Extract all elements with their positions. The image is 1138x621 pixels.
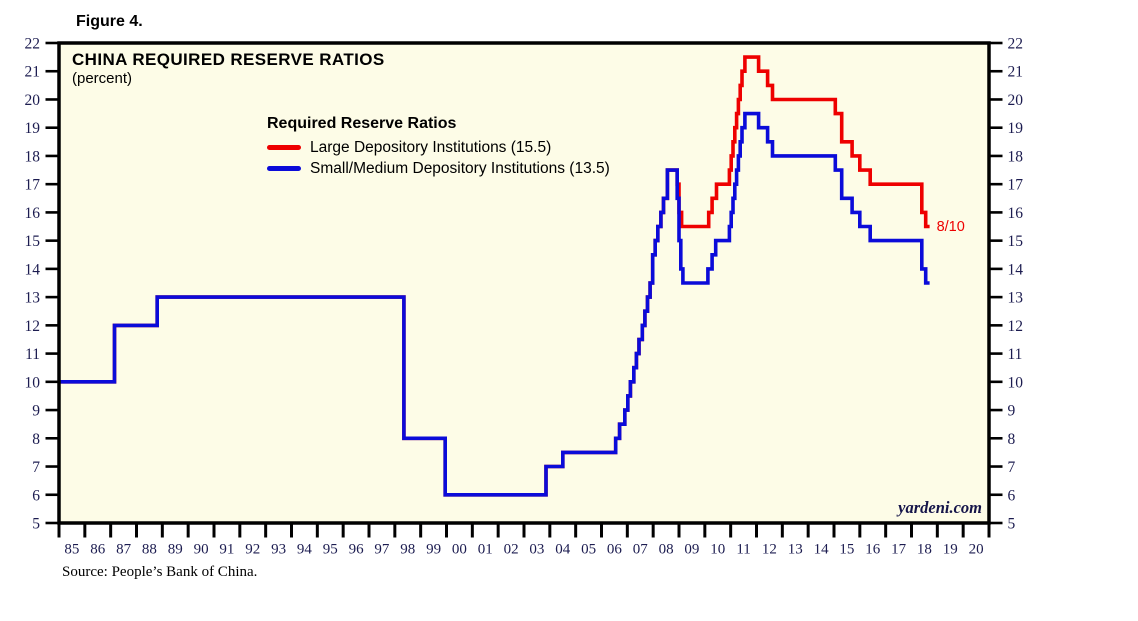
y-axis-tick-label-right: 17 bbox=[1008, 177, 1024, 194]
x-axis-tick-label: 15 bbox=[839, 542, 854, 558]
x-axis-tick-label: 88 bbox=[142, 542, 157, 558]
y-axis-tick-label-right: 8 bbox=[1008, 431, 1016, 448]
y-axis-tick-label-left: 19 bbox=[25, 120, 41, 137]
y-axis-tick-label-right: 21 bbox=[1008, 64, 1024, 81]
x-axis-tick-label: 02 bbox=[504, 542, 519, 558]
y-axis-tick-label-left: 16 bbox=[25, 205, 41, 222]
x-axis-tick-label: 08 bbox=[659, 542, 674, 558]
plot-frame bbox=[57, 41, 991, 525]
y-axis-tick-label-right: 19 bbox=[1008, 120, 1024, 137]
x-axis-tick-label: 86 bbox=[90, 542, 106, 558]
x-axis-tick-label: 87 bbox=[116, 542, 132, 558]
x-axis-tick-label: 20 bbox=[969, 542, 984, 558]
watermark: yardeni.com bbox=[898, 498, 982, 517]
y-axis-tick-label-left: 20 bbox=[25, 92, 41, 109]
plot-background bbox=[59, 43, 989, 523]
x-axis-tick-label: 90 bbox=[194, 542, 209, 558]
x-axis-tick-label: 96 bbox=[349, 542, 365, 558]
y-axis-tick-label-right: 15 bbox=[1008, 233, 1024, 250]
legend-item-large-label: Large Depository Institutions (15.5) bbox=[310, 138, 552, 156]
y-axis-tick-label-left: 14 bbox=[25, 261, 41, 278]
x-axis-tick-label: 04 bbox=[555, 542, 571, 558]
x-axis-tick-label: 07 bbox=[633, 542, 649, 558]
y-axis-tick-label-left: 10 bbox=[25, 374, 41, 391]
legend: Required Reserve Ratios Large Depository… bbox=[267, 115, 610, 179]
y-axis-tick-label-left: 8 bbox=[32, 431, 40, 448]
x-axis-tick-label: 14 bbox=[814, 542, 830, 558]
x-axis-tick-label: 10 bbox=[710, 542, 725, 558]
chart-subtitle: (percent) bbox=[72, 70, 133, 87]
x-axis-tick-label: 92 bbox=[245, 542, 260, 558]
y-axis-tick-label-left: 17 bbox=[25, 177, 41, 194]
x-axis-tick-label: 01 bbox=[478, 542, 493, 558]
legend-item-small-medium-label: Small/Medium Depository Institutions (13… bbox=[310, 159, 610, 177]
latest-observation-label: 8/10 bbox=[936, 218, 965, 235]
x-axis-tick-label: 12 bbox=[762, 542, 777, 558]
y-axis-tick-label-left: 22 bbox=[25, 36, 41, 53]
y-axis-tick-label-right: 13 bbox=[1008, 290, 1024, 307]
y-axis-tick-label-left: 11 bbox=[25, 346, 40, 363]
x-axis-tick-label: 89 bbox=[168, 542, 183, 558]
figure-label: Figure 4. bbox=[76, 13, 143, 30]
x-axis-tick-label: 13 bbox=[788, 542, 803, 558]
blue-line-swatch-icon bbox=[267, 166, 301, 171]
x-axis-tick-label: 18 bbox=[917, 542, 932, 558]
x-axis-tick-label: 94 bbox=[297, 542, 313, 558]
y-axis-tick-label-right: 9 bbox=[1008, 403, 1016, 420]
y-axis-tick-label-left: 9 bbox=[32, 403, 40, 420]
x-axis-tick-label: 97 bbox=[374, 542, 390, 558]
y-axis-tick-label-right: 22 bbox=[1008, 36, 1024, 53]
x-axis-tick-label: 95 bbox=[323, 542, 338, 558]
x-axis-tick-label: 03 bbox=[529, 542, 544, 558]
y-axis-tick-label-left: 6 bbox=[32, 487, 40, 504]
y-axis-tick-label-right: 10 bbox=[1008, 374, 1024, 391]
x-axis-tick-label: 91 bbox=[219, 542, 234, 558]
y-axis-tick-label-left: 18 bbox=[25, 148, 41, 165]
y-axis-tick-label-right: 20 bbox=[1008, 92, 1024, 109]
x-axis-tick-label: 00 bbox=[452, 542, 467, 558]
x-axis-tick-label: 05 bbox=[581, 542, 596, 558]
y-axis-tick-label-right: 16 bbox=[1008, 205, 1024, 222]
y-axis-tick-label-right: 7 bbox=[1008, 459, 1016, 476]
x-axis-tick-label: 85 bbox=[64, 542, 79, 558]
legend-item-large: Large Depository Institutions (15.5) bbox=[267, 137, 610, 158]
y-axis-tick-label-left: 13 bbox=[25, 290, 41, 307]
y-axis-tick-label-left: 15 bbox=[25, 233, 41, 250]
y-axis-tick-label-right: 18 bbox=[1008, 148, 1024, 165]
x-axis-tick-label: 99 bbox=[426, 542, 441, 558]
y-axis-tick-label-left: 12 bbox=[25, 318, 41, 335]
series-line-small-medium bbox=[59, 111, 930, 497]
x-axis-tick-label: 09 bbox=[684, 542, 699, 558]
red-line-swatch-icon bbox=[267, 145, 301, 150]
x-axis-tick-label: 16 bbox=[865, 542, 881, 558]
x-axis-tick-label: 19 bbox=[943, 542, 958, 558]
y-axis-tick-label-right: 14 bbox=[1008, 261, 1024, 278]
x-axis-tick-label: 17 bbox=[891, 542, 907, 558]
x-axis-tick-label: 98 bbox=[400, 542, 415, 558]
chart-title: CHINA REQUIRED RESERVE RATIOS bbox=[72, 50, 385, 69]
y-axis-tick-label-right: 6 bbox=[1008, 487, 1016, 504]
legend-title: Required Reserve Ratios bbox=[267, 115, 457, 132]
y-axis-tick-label-left: 5 bbox=[32, 516, 40, 533]
y-axis-tick-label-left: 21 bbox=[25, 64, 41, 81]
y-axis-tick-label-right: 5 bbox=[1008, 516, 1016, 533]
source-note: Source: People’s Bank of China. bbox=[62, 564, 258, 580]
y-axis-tick-label-left: 7 bbox=[32, 459, 40, 476]
x-axis-tick-label: 11 bbox=[736, 542, 750, 558]
legend-item-small-medium: Small/Medium Depository Institutions (13… bbox=[267, 158, 610, 179]
y-axis-tick-label-right: 12 bbox=[1008, 318, 1024, 335]
y-axis-tick-label-right: 11 bbox=[1008, 346, 1023, 363]
x-axis-tick-label: 06 bbox=[607, 542, 623, 558]
x-axis-tick-label: 93 bbox=[271, 542, 286, 558]
